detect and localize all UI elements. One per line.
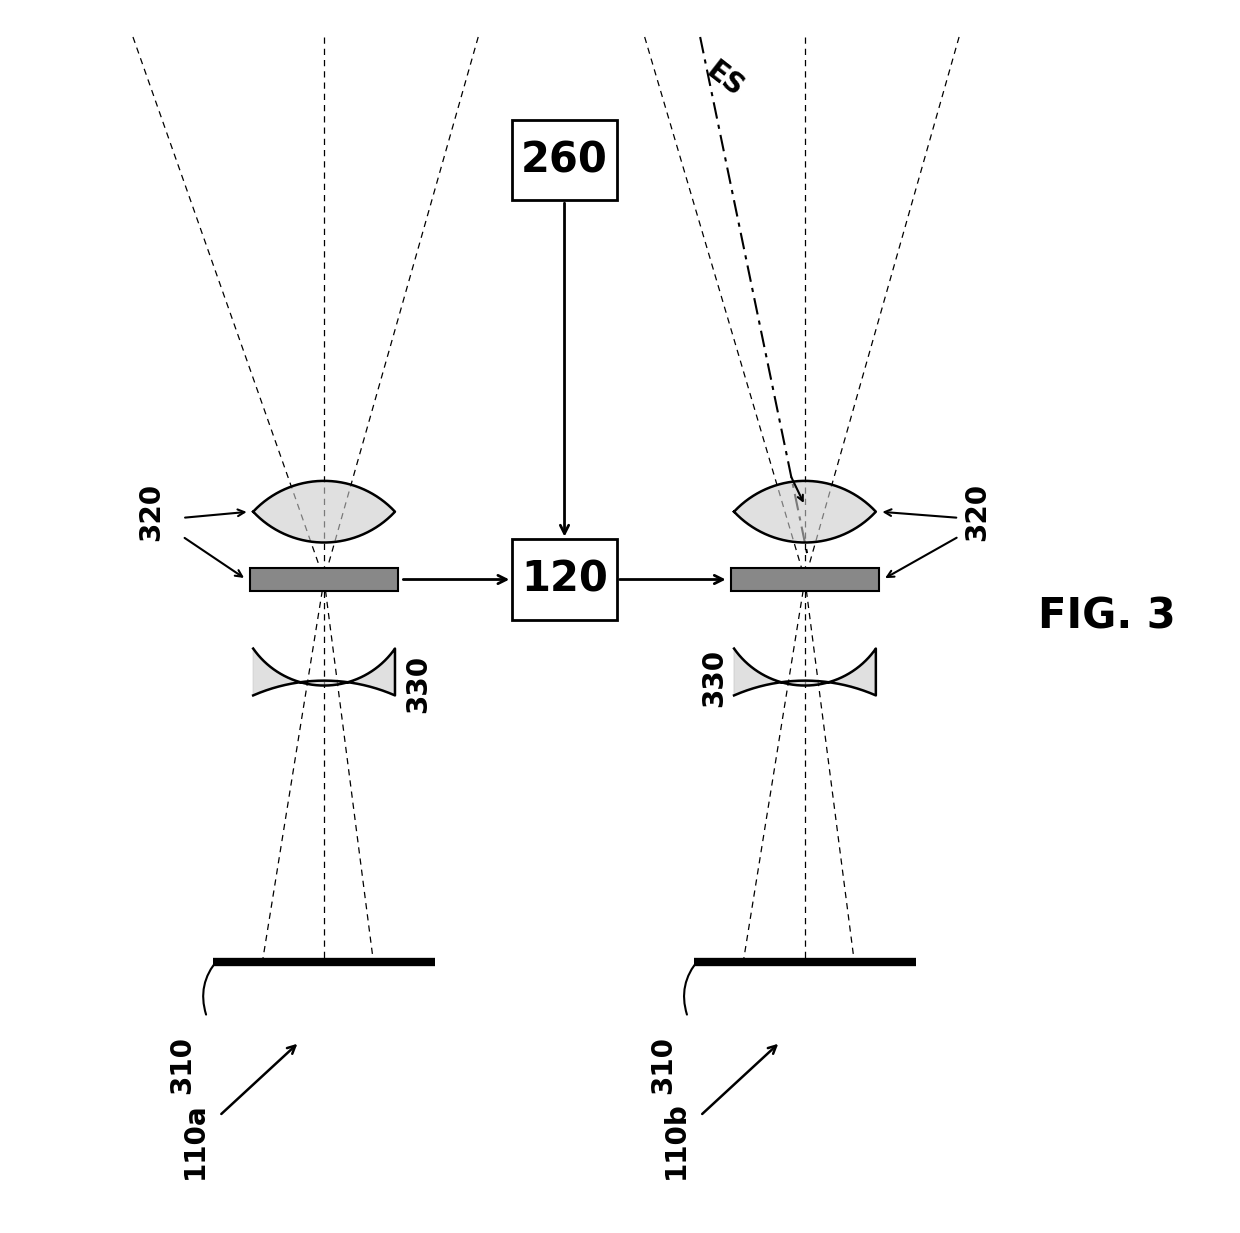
Bar (512, 120, 618, 200)
Text: 120: 120 (521, 559, 608, 600)
Bar (512, 540, 618, 619)
Text: 260: 260 (521, 139, 608, 181)
Polygon shape (253, 649, 396, 695)
Text: 320: 320 (963, 482, 992, 541)
Bar (730, 568, 879, 591)
Polygon shape (734, 649, 875, 695)
Text: ES: ES (701, 57, 749, 104)
Text: 310: 310 (169, 1036, 196, 1094)
Text: 320: 320 (138, 482, 165, 541)
Text: 330: 330 (701, 649, 728, 708)
Text: 110b: 110b (661, 1101, 689, 1180)
Text: 330: 330 (404, 655, 433, 714)
Text: 310: 310 (650, 1036, 677, 1094)
Bar (250, 568, 398, 591)
Polygon shape (253, 481, 396, 543)
Text: 110a: 110a (181, 1102, 208, 1179)
Text: FIG. 3: FIG. 3 (1038, 596, 1176, 637)
Polygon shape (734, 481, 875, 543)
